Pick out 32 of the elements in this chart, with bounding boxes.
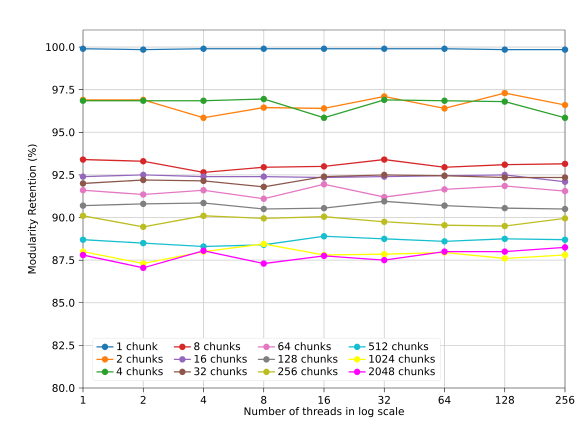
x-tick-label: 256 [556, 396, 574, 404]
x-tick-label: 64 [438, 396, 451, 404]
legend-label: 512 chunks [369, 342, 428, 350]
legend-label: 1 chunk [117, 342, 158, 350]
legend-label: 1024 chunks [369, 354, 435, 363]
y-tick-label: 97.5 [52, 86, 74, 94]
legend-label: 8 chunks [194, 342, 240, 350]
y-tick-label: 100.0 [46, 43, 74, 51]
legend-label: 4 chunks [116, 367, 163, 376]
legend-label: 2 chunks [116, 354, 163, 363]
x-tick-label: 4 [200, 396, 206, 404]
legend-label: 32 chunks [194, 367, 247, 376]
legend-label: 16 chunks [194, 354, 247, 363]
legend-label: 128 chunks [278, 354, 338, 363]
x-axis-title: Number of threads in log scale [244, 407, 404, 418]
x-tick-label: 32 [378, 396, 390, 404]
y-tick-label: 82.5 [52, 341, 74, 350]
y-tick-label: 92.5 [52, 170, 74, 179]
x-tick-label: 8 [261, 396, 266, 404]
x-tick-label: 128 [496, 396, 514, 404]
y-axis-title: Modularity Retention (%) [28, 144, 38, 274]
x-tick-label: 1 [80, 396, 86, 404]
legend-label: 2048 chunks [369, 367, 435, 376]
legend-label: 256 chunks [278, 367, 338, 376]
y-tick-label: 90.0 [52, 214, 74, 222]
y-tick-label: 87.5 [52, 256, 74, 264]
y-tick-label: 80.0 [52, 384, 74, 392]
y-tick-label: 85.0 [52, 298, 74, 307]
x-tick-label: 16 [318, 396, 330, 404]
legend-label: 64 chunks [278, 342, 331, 350]
y-tick-label: 95.0 [52, 128, 74, 136]
x-tick-label: 2 [140, 396, 146, 404]
